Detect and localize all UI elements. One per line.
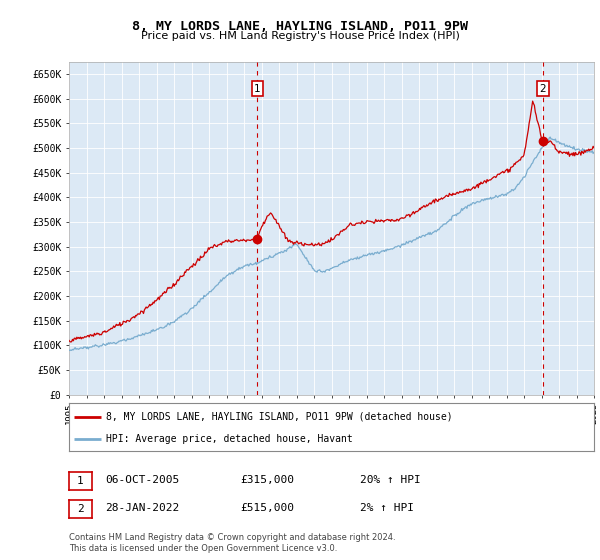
Text: 2% ↑ HPI: 2% ↑ HPI	[360, 503, 414, 514]
Text: 8, MY LORDS LANE, HAYLING ISLAND, PO11 9PW: 8, MY LORDS LANE, HAYLING ISLAND, PO11 9…	[132, 20, 468, 32]
Text: Price paid vs. HM Land Registry's House Price Index (HPI): Price paid vs. HM Land Registry's House …	[140, 31, 460, 41]
Text: 06-OCT-2005: 06-OCT-2005	[105, 475, 179, 486]
Text: Contains HM Land Registry data © Crown copyright and database right 2024.: Contains HM Land Registry data © Crown c…	[69, 533, 395, 542]
Text: 8, MY LORDS LANE, HAYLING ISLAND, PO11 9PW (detached house): 8, MY LORDS LANE, HAYLING ISLAND, PO11 9…	[106, 412, 452, 422]
Text: 1: 1	[77, 476, 84, 486]
Text: 2: 2	[539, 84, 546, 94]
Text: £315,000: £315,000	[240, 475, 294, 486]
Text: 2: 2	[77, 504, 84, 514]
Text: 1: 1	[254, 84, 261, 94]
Text: £515,000: £515,000	[240, 503, 294, 514]
Text: 20% ↑ HPI: 20% ↑ HPI	[360, 475, 421, 486]
Text: HPI: Average price, detached house, Havant: HPI: Average price, detached house, Hava…	[106, 434, 353, 444]
Text: This data is licensed under the Open Government Licence v3.0.: This data is licensed under the Open Gov…	[69, 544, 337, 553]
Text: 28-JAN-2022: 28-JAN-2022	[105, 503, 179, 514]
